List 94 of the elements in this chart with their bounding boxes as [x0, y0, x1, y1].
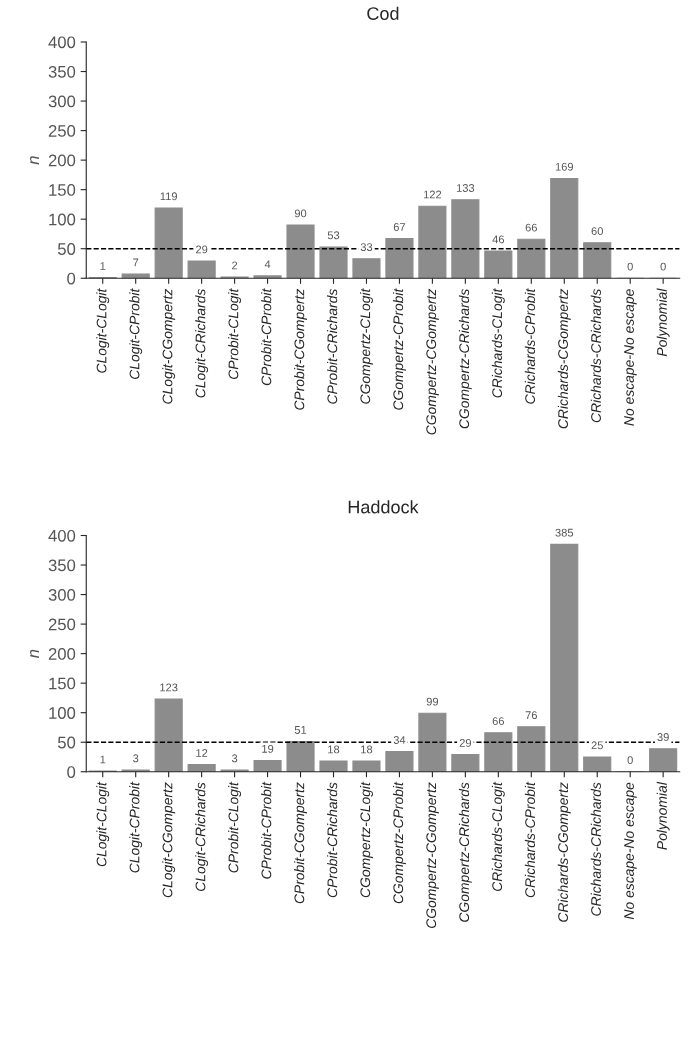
data-label: 34 [393, 736, 406, 744]
y-axis-title: n [30, 156, 40, 165]
data-label: 99 [426, 697, 439, 706]
data-label: 119 [160, 192, 177, 201]
x-tick-label: CLogit-CLogit [96, 781, 110, 867]
x-tick-label: No escape-No escape [624, 782, 637, 920]
data-label: 25 [591, 741, 603, 750]
data-label: 67 [393, 223, 406, 231]
data-label: 60 [591, 227, 603, 236]
data-label: 0 [627, 756, 633, 764]
data-label: 18 [361, 745, 373, 754]
x-tick-label: Polynomial [656, 781, 670, 850]
x-tick-label: Polynomial [656, 288, 670, 357]
data-label: 122 [423, 190, 442, 199]
x-tick-label: CRichards-CRichards [590, 288, 601, 423]
x-tick-label: CProbit-CRichards [327, 782, 338, 898]
y-tick-label: 300 [48, 588, 76, 601]
y-tick-label: 350 [48, 559, 76, 572]
y-tick-label: 300 [48, 95, 76, 108]
data-label: 2 [232, 261, 238, 270]
x-tick-label: CRichards-CLogit [491, 781, 505, 891]
data-label: 53 [327, 231, 340, 240]
data-label: 133 [456, 184, 475, 192]
x-tick-label: CRichards-CProbit [524, 288, 536, 404]
data-label: 123 [160, 683, 178, 692]
y-tick-label: 150 [49, 677, 76, 690]
data-label: 29 [196, 245, 208, 254]
x-tick-label: CProbit-CLogit [228, 781, 242, 873]
x-tick-label: CRichards-CLogit [491, 288, 505, 398]
x-tick-label: CLogit-CProbit [129, 288, 143, 379]
y-tick-label: 0 [67, 766, 76, 778]
data-label: 29 [459, 739, 472, 747]
y-tick-label: 50 [57, 736, 76, 749]
x-tick-label: CRichards-CRichards [590, 782, 601, 916]
x-tick-label: CProbit-CGompertz [294, 782, 308, 904]
data-label: 169 [555, 162, 574, 171]
y-tick-label: 150 [49, 184, 76, 196]
data-label: 18 [328, 745, 340, 754]
x-tick-label: CRichards-CGompertz [557, 288, 571, 429]
data-label: 4 [264, 260, 271, 269]
x-tick-label: No escape-No escape [624, 289, 637, 426]
y-tick-label: 100 [49, 707, 76, 719]
y-tick-label: 100 [49, 213, 76, 226]
data-label: 385 [555, 528, 574, 537]
x-tick-label: CLogit-CRichards [195, 288, 209, 398]
y-tick-label: 400 [48, 36, 76, 49]
y-tick-label: 50 [57, 243, 76, 255]
x-tick-label: CLogit-CLogit [96, 288, 110, 373]
data-label: 3 [231, 754, 238, 763]
data-label: 46 [492, 235, 505, 244]
y-tick-label: 350 [48, 65, 76, 78]
x-tick-label: CGompertz-CProbit [392, 781, 406, 904]
x-tick-label: CProbit-CGompertz [294, 288, 308, 410]
data-label: 3 [133, 754, 139, 763]
data-label: 39 [657, 733, 669, 741]
x-tick-label: CGompertz-CRichards [458, 782, 472, 922]
chart-title: Haddock [348, 500, 419, 514]
y-tick-label: 200 [48, 648, 76, 660]
x-tick-label: CLogit-CGompertz [162, 288, 176, 404]
x-tick-label: CGompertz-CRichards [458, 288, 472, 429]
y-tick-label: 250 [48, 618, 76, 631]
data-label: 33 [360, 243, 373, 252]
y-tick-label: 200 [48, 154, 76, 167]
data-label: 19 [262, 744, 274, 753]
x-tick-label: CGompertz-CLogit [359, 288, 373, 404]
data-label: 66 [492, 717, 505, 726]
y-tick-label: 400 [48, 529, 76, 542]
x-tick-label: CLogit-CProbit [129, 781, 143, 873]
data-label: 7 [133, 258, 139, 267]
x-tick-label: CProbit-CLogit [228, 288, 242, 379]
data-label: 0 [627, 262, 633, 271]
data-label: 76 [525, 711, 537, 720]
data-label: 51 [294, 726, 307, 734]
x-tick-label: CRichards-CGompertz [557, 782, 571, 922]
data-label: 0 [660, 262, 666, 271]
y-tick-label: 250 [48, 124, 76, 137]
x-tick-label: CGompertz-CLogit [359, 781, 373, 898]
x-tick-label: CProbit-CProbit [261, 288, 272, 386]
x-tick-label: CRichards-CProbit [524, 781, 536, 898]
data-label: 66 [525, 223, 537, 232]
x-tick-label: CGompertz-CProbit [392, 288, 406, 410]
data-label: 90 [294, 209, 307, 218]
data-label: 12 [196, 749, 208, 757]
chart-title: Cod [367, 6, 399, 20]
y-tick-label: 0 [67, 272, 76, 285]
data-label: 1 [100, 262, 106, 270]
x-tick-label: CLogit-CGompertz [162, 782, 176, 898]
data-label: 1 [100, 755, 106, 764]
x-tick-label: CGompertz-CGompertz [426, 782, 439, 929]
x-tick-label: CGompertz-CGompertz [426, 288, 439, 435]
y-axis-title: n [30, 649, 40, 658]
x-tick-label: CProbit-CRichards [327, 288, 338, 404]
x-tick-label: CProbit-CProbit [261, 781, 272, 879]
x-tick-label: CLogit-CRichards [195, 782, 209, 891]
